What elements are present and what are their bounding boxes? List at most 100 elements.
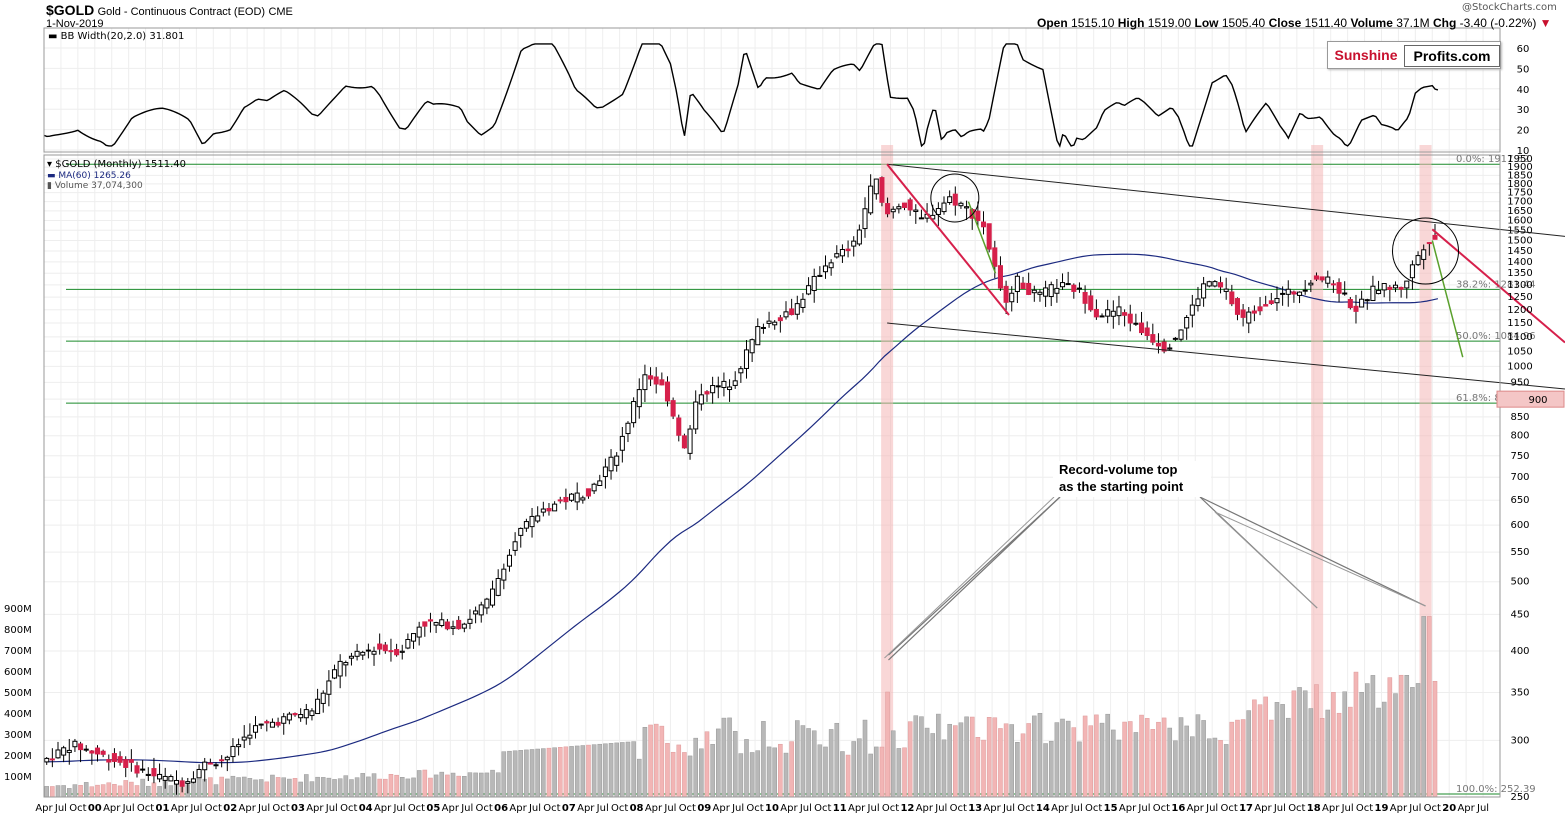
candle [557, 496, 563, 504]
candle-body [173, 779, 180, 785]
candle [157, 763, 163, 783]
volume-bar [208, 777, 213, 798]
volume-bar [1285, 717, 1291, 798]
x-tick-label: 18 [1307, 803, 1321, 814]
candle [111, 748, 117, 768]
candle [704, 390, 710, 402]
volume-bar [439, 771, 445, 798]
candle [1167, 343, 1173, 351]
candle [687, 425, 693, 460]
volume-bar [1099, 722, 1105, 798]
candle-body [1234, 298, 1241, 315]
volume-bar [258, 779, 264, 798]
candle [506, 549, 513, 572]
volume-bar [986, 717, 992, 798]
candle [162, 767, 168, 789]
candle [879, 176, 885, 207]
candle [794, 295, 800, 320]
candle [1319, 276, 1325, 283]
candle-body [980, 221, 987, 228]
candle-body [727, 386, 733, 391]
volume-bar [862, 719, 868, 798]
volume-bar [924, 727, 930, 798]
candle [252, 716, 259, 739]
candle-body [935, 208, 941, 215]
candle-body [1302, 289, 1308, 292]
close-value: 1511.40 [1304, 16, 1348, 30]
volume-bar [467, 772, 473, 798]
volume-bar [44, 786, 49, 798]
y-tick-label: 700 [1510, 472, 1529, 483]
candle [563, 488, 569, 510]
candle [755, 318, 761, 346]
candle [501, 563, 507, 590]
volume-bar [1223, 744, 1229, 798]
candle [1234, 297, 1241, 321]
watermark: @StockCharts.com [1462, 2, 1557, 13]
candle [800, 293, 806, 313]
candle-body [140, 768, 146, 771]
candle-body [506, 554, 513, 567]
volume-bar [665, 743, 670, 798]
candle-body [749, 339, 755, 354]
candle [337, 654, 343, 689]
candle [405, 633, 411, 650]
candle-body [1330, 283, 1336, 286]
candle-body [845, 248, 851, 252]
bb-tick-label: 50 [1517, 64, 1530, 75]
candle-body [1082, 291, 1088, 304]
candle [811, 268, 817, 303]
volume-bar [761, 721, 766, 798]
candle [602, 458, 608, 489]
volume-bar [902, 747, 907, 798]
x-tick-label: Jul [1476, 803, 1489, 814]
candle [659, 372, 665, 386]
x-tick-label: 12 [900, 803, 914, 814]
candle [61, 745, 67, 763]
x-tick-label: Jul [122, 803, 135, 814]
candle-body [1347, 298, 1353, 309]
candle-body [580, 497, 586, 501]
x-tick-label: Oct [1220, 803, 1237, 814]
candle [1093, 299, 1099, 320]
candle-body [1257, 306, 1263, 312]
volume-bar [253, 779, 258, 798]
candle-body [608, 456, 614, 472]
candle-body [410, 633, 417, 642]
candle [964, 200, 970, 220]
candle-body [1043, 287, 1049, 297]
annotation-pointer [1214, 511, 1318, 609]
candle [224, 755, 230, 772]
x-tick-label: Apr [577, 803, 595, 814]
x-tick-label: Oct [1153, 803, 1170, 814]
candle [1370, 275, 1376, 301]
bb-tick-label: 20 [1517, 126, 1530, 137]
candle [1127, 304, 1133, 332]
volume-bar [1257, 704, 1263, 798]
candle-body [196, 768, 202, 779]
x-tick-label: Oct [679, 803, 696, 814]
volume-bar [529, 749, 535, 798]
volume-bar [1003, 723, 1009, 798]
volume-bar [1381, 701, 1387, 798]
x-tick-label: 09 [697, 803, 711, 814]
candle-body [766, 320, 772, 324]
volume-bar [422, 769, 428, 798]
open-value: 1515.10 [1071, 16, 1115, 30]
candle-body [557, 499, 563, 502]
candle-body [563, 496, 569, 503]
candle-body [648, 375, 654, 380]
candle [173, 770, 180, 795]
volume-bar [315, 776, 320, 798]
volume-bar [1195, 714, 1201, 798]
volume-bar [1308, 708, 1314, 798]
x-tick-label: 15 [1104, 803, 1118, 814]
candle-body [1218, 282, 1224, 288]
candle-body [371, 650, 377, 655]
candle-body [512, 541, 518, 551]
candle [1229, 284, 1235, 307]
volume-bar [1269, 719, 1274, 798]
candle-body [653, 376, 659, 385]
chart-title: $GOLD Gold - Continuous Contract (EOD) C… [46, 2, 293, 18]
